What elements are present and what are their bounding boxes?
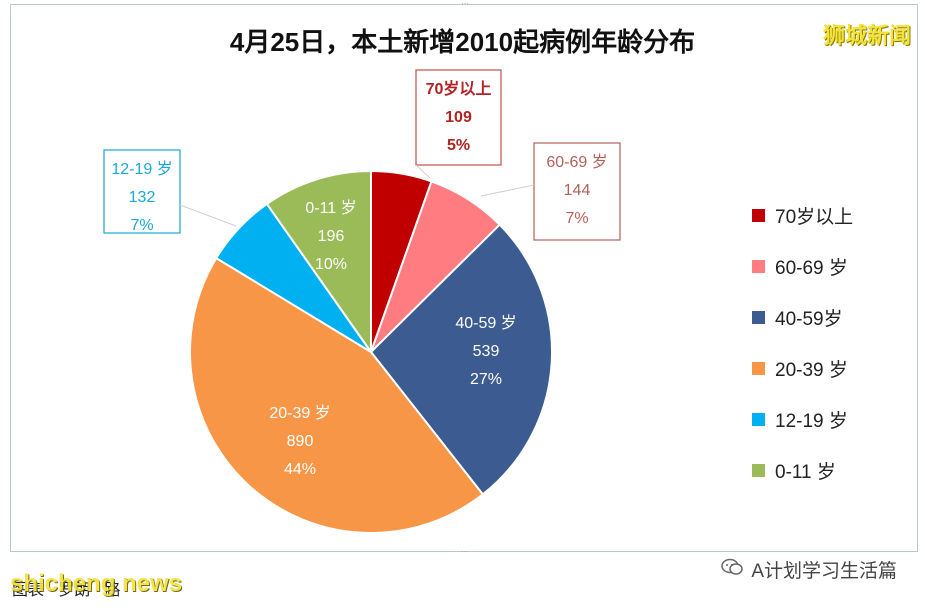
- data-label: 539: [473, 343, 500, 360]
- data-label: 196: [318, 228, 345, 245]
- legend-item: 60-69 岁: [752, 241, 853, 292]
- data-label: 890: [287, 433, 314, 450]
- legend-item: 20-39 岁: [752, 343, 853, 394]
- legend-label: 0-11 岁: [775, 462, 836, 483]
- data-label-box: [533, 142, 621, 241]
- legend-item: 70岁以上: [752, 190, 853, 241]
- data-label-box: [103, 149, 181, 234]
- watermark-logo: 狮城新闻: [822, 23, 911, 48]
- data-label: 109: [445, 109, 472, 126]
- wechat-icon: [721, 558, 744, 582]
- data-label: 7%: [130, 217, 153, 234]
- legend-swatch: [752, 413, 765, 426]
- resize-handle-top[interactable]: ⋯: [461, 0, 469, 8]
- data-label-box: [415, 69, 502, 166]
- leader-line: [415, 164, 431, 179]
- data-label: 10%: [315, 256, 347, 273]
- legend-label: 60-69 岁: [775, 258, 848, 279]
- legend-label: 12-19 岁: [775, 411, 848, 432]
- data-label: 7%: [565, 210, 588, 227]
- legend-label: 70岁以上: [775, 207, 854, 228]
- legend-label: 20-39 岁: [775, 360, 848, 381]
- data-label: 70岁以上: [426, 79, 492, 98]
- pie-slice: [265, 169, 372, 356]
- legend-swatch: [752, 209, 765, 222]
- resize-handle-bottom[interactable]: ⋯: [461, 547, 469, 556]
- data-label: 44%: [284, 461, 316, 478]
- data-label: 0-11 岁: [305, 199, 356, 217]
- legend-item: 12-19 岁: [752, 394, 853, 445]
- leader-line: [480, 184, 535, 197]
- chart-title: 4月25日，本土新增2010起病例年龄分布: [229, 27, 696, 57]
- legend-item: 40-59岁: [752, 292, 853, 343]
- leader-line: [179, 204, 237, 227]
- legend-swatch: [752, 362, 765, 375]
- data-label: 20-39 岁: [269, 404, 330, 422]
- pie-slice: [369, 223, 553, 496]
- footer-watermark: shicheng news: [10, 570, 183, 597]
- legend-item: 0-11 岁: [752, 445, 853, 496]
- data-label: 60-69 岁: [546, 153, 607, 171]
- legend-swatch: [752, 464, 765, 477]
- data-label: 5%: [447, 137, 470, 154]
- data-label: 132: [129, 189, 156, 206]
- footer-source: A计划学习生活篇: [721, 556, 897, 583]
- legend-swatch: [752, 311, 765, 324]
- data-label: 144: [564, 182, 591, 199]
- data-label: 40-59 岁: [455, 314, 516, 332]
- chart-legend: 70岁以上 60-69 岁 40-59岁 20-39 岁 12-19 岁 0-11 岁: [752, 190, 853, 496]
- pie-slice: [189, 256, 485, 534]
- data-label: 27%: [470, 371, 502, 388]
- legend-label: 40-59岁: [775, 309, 843, 330]
- footer-caption: 图表 · 罗朗 · 路: [12, 582, 121, 599]
- legend-swatch: [752, 260, 765, 273]
- data-label: 12-19 岁: [111, 160, 172, 178]
- footer-source-text: A计划学习生活篇: [751, 561, 897, 582]
